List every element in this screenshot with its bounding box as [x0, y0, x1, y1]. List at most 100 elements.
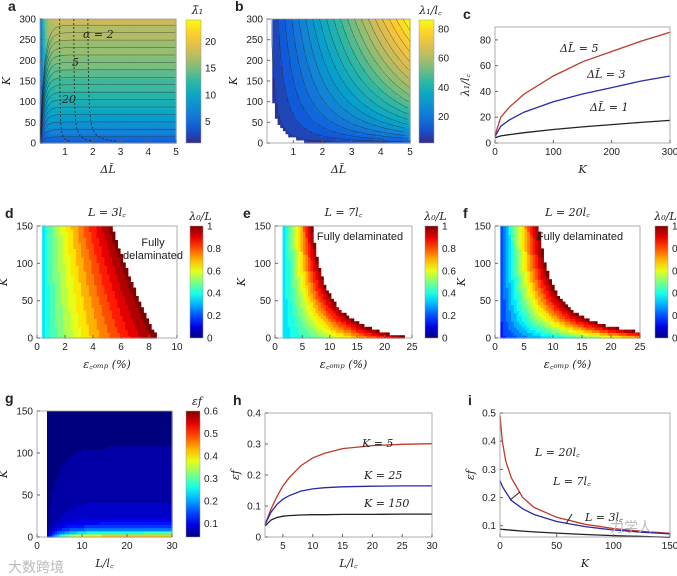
heatmap-cell [304, 46, 308, 51]
heatmap-cell [153, 59, 157, 63]
heatmap-cell [128, 99, 132, 104]
heatmap-cell [165, 28, 170, 32]
heatmap-cell [45, 108, 49, 113]
heatmap-cell [110, 22, 114, 26]
heatmap-cell [325, 34, 329, 39]
heatmap-cell [128, 136, 132, 141]
heatmap-cell [290, 71, 295, 76]
heatmap-cell [40, 56, 44, 60]
heatmap-cell [138, 136, 142, 141]
heatmap-cell [123, 96, 127, 101]
heatmap-cell [40, 19, 44, 23]
heatmap-cell [72, 87, 76, 91]
heatmap-cell [282, 112, 287, 116]
heatmap-cell [306, 56, 310, 60]
heatmap-cell [160, 56, 165, 60]
heatmap-cell [170, 139, 175, 144]
heatmap-cell [304, 118, 308, 122]
heatmap-cell [52, 68, 56, 73]
heatmap-cell [155, 139, 159, 144]
heatmap-cell [102, 68, 107, 73]
colorbar-label: λ̃₁ [191, 4, 203, 17]
heatmap-cell [285, 90, 289, 94]
heatmap-cell [317, 28, 321, 32]
heatmap-cell [306, 108, 310, 113]
heatmap-cell [309, 34, 313, 39]
heatmap-cell [163, 37, 167, 42]
heatmap-cell [160, 102, 165, 107]
heatmap-cell [322, 93, 326, 98]
heatmap-cell [288, 50, 292, 54]
heatmap-cell [277, 53, 281, 57]
heatmap-cell [125, 99, 129, 104]
heatmap-cell [123, 65, 127, 70]
heatmap-cell [277, 46, 281, 51]
heatmap-cell [143, 130, 147, 135]
heatmap-cell [120, 22, 124, 26]
heatmap-cell [40, 50, 44, 54]
heatmap-cell [304, 34, 308, 39]
heatmap-cell [272, 37, 276, 42]
heatmap-cell [272, 71, 276, 76]
heatmap-cell [288, 74, 292, 79]
heatmap-cell [77, 96, 81, 101]
heatmap-cell [285, 118, 289, 122]
heatmap-cell [319, 77, 324, 82]
heatmap-cell [128, 108, 132, 113]
heatmap-cell [85, 22, 89, 26]
heatmap-cell [280, 87, 284, 91]
heatmap-cell [274, 22, 279, 26]
heatmap-cell [75, 112, 79, 116]
heatmap-cell [85, 62, 89, 67]
heatmap-cell [55, 43, 59, 48]
heatmap-cell [150, 34, 154, 39]
heatmap-cell [125, 25, 129, 29]
heatmap-cell [148, 37, 152, 42]
heatmap-cell [60, 118, 64, 122]
heatmap-cell [72, 19, 76, 23]
heatmap-cell [317, 127, 321, 132]
heatmap-cell [312, 19, 316, 23]
heatmap-cell [301, 46, 305, 51]
heatmap-cell [135, 31, 139, 36]
heatmap-cell [72, 102, 76, 107]
heatmap-cell [105, 65, 109, 70]
heatmap-cell [165, 40, 170, 45]
heatmap-cell [45, 37, 49, 42]
heatmap-cell [301, 22, 305, 26]
heatmap-cell [55, 31, 59, 36]
heatmap-cell [272, 84, 276, 88]
heatmap-cell [42, 50, 46, 54]
heatmap-cell [325, 77, 329, 82]
heatmap-cell [105, 124, 109, 129]
heatmap-cell [95, 93, 99, 98]
heatmap-cell [77, 37, 81, 42]
heatmap-cell [70, 87, 74, 91]
heatmap-cell [277, 90, 281, 94]
heatmap-cell [87, 77, 91, 82]
heatmap-cell [125, 65, 129, 70]
heatmap-cell [327, 90, 332, 94]
heatmap-cell [153, 40, 157, 45]
heatmap-cell [280, 102, 284, 107]
heatmap-cell [70, 81, 74, 85]
heatmap-cell [314, 139, 318, 144]
heatmap-cell [105, 105, 109, 110]
heatmap-cell [158, 133, 162, 138]
heatmap-cell [50, 105, 54, 110]
heatmap-cell [40, 53, 44, 57]
heatmap-cell [173, 71, 177, 76]
heatmap-cell [123, 115, 127, 119]
heatmap-cell [158, 84, 162, 88]
heatmap-cell [282, 93, 287, 98]
heatmap-cell [150, 19, 154, 23]
heatmap-cell [304, 81, 308, 85]
heatmap-cell [322, 127, 326, 132]
heatmap-cell [123, 81, 127, 85]
heatmap-cell [138, 130, 142, 135]
heatmap-cell [330, 96, 334, 101]
heatmap-cell [282, 118, 287, 122]
heatmap-cell [113, 115, 117, 119]
heatmap-cell [160, 136, 165, 141]
heatmap-cell [108, 139, 112, 144]
